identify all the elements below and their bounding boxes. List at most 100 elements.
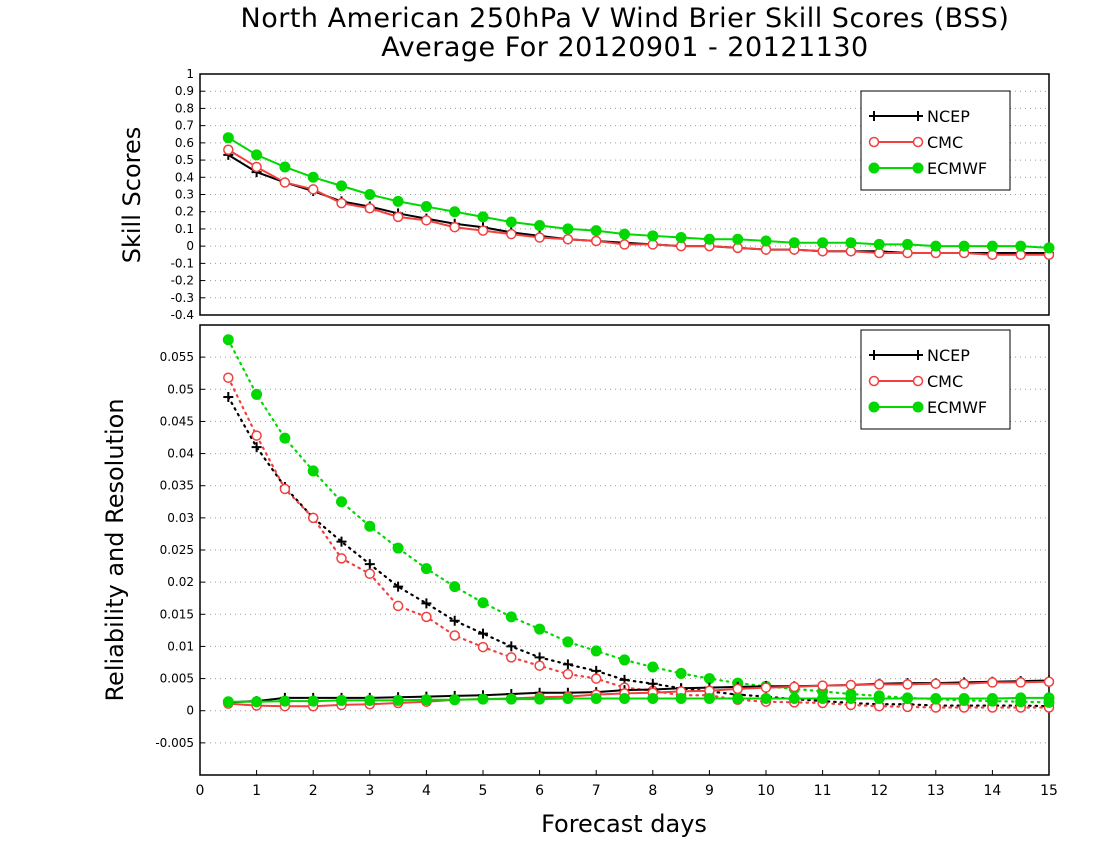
bottom-y-tick-label: 0.045 xyxy=(160,414,194,428)
bottom-point-ecmwf-reliability xyxy=(222,696,234,708)
bottom-point-cmc-reliability xyxy=(732,683,743,695)
top-point-ecmwf xyxy=(986,240,998,252)
top-series-ecmwf xyxy=(222,132,1055,254)
top-plot-frame xyxy=(199,73,1050,316)
top-y-tick-label: -0.1 xyxy=(171,256,194,270)
bottom-point-ecmwf-resolution xyxy=(307,465,319,477)
top-point-cmc xyxy=(590,235,602,247)
bottom-point-cmc-resolution xyxy=(506,652,517,663)
top-legend-marker xyxy=(912,162,924,174)
top-y-tick-label: 0.5 xyxy=(175,153,194,167)
top-legend-marker xyxy=(913,111,923,121)
top-y-tick-label: 0.6 xyxy=(175,136,194,150)
top-point-ecmwf xyxy=(534,219,546,231)
top-point-ecmwf xyxy=(449,206,461,218)
bottom-point-ecmwf-reliability xyxy=(873,693,885,704)
bottom-point-ecmwf-reliability xyxy=(449,694,461,706)
top-legend-entry-cmc: CMC xyxy=(868,133,963,152)
x-tick-label: 10 xyxy=(757,783,775,799)
bottom-y-tick-label: -0.005 xyxy=(155,736,194,750)
bottom-y-tick-label: 0 xyxy=(186,704,194,718)
bottom-point-cmc-resolution xyxy=(279,483,291,495)
bottom-point-cmc-resolution xyxy=(307,512,319,524)
x-tick-label: 13 xyxy=(927,783,945,799)
top-point-ecmwf xyxy=(902,238,913,250)
top-point-ecmwf xyxy=(364,189,376,200)
bottom-y-axis-label: Reliability and Resolution xyxy=(101,398,129,702)
bottom-legend-marker xyxy=(868,375,880,387)
bottom-point-ecmwf-reliability xyxy=(534,693,546,705)
bottom-line-ncep-resolution xyxy=(227,395,1051,708)
bottom-point-ncep-resolution xyxy=(393,581,404,592)
top-y-tick-label: 0.2 xyxy=(175,205,194,219)
bottom-point-ecmwf-resolution xyxy=(336,496,347,508)
x-tick-label: 0 xyxy=(196,783,205,799)
top-y-tick-label: -0.3 xyxy=(171,291,194,305)
bottom-point-ncep-resolution xyxy=(223,392,234,402)
x-tick-label: 3 xyxy=(365,783,374,799)
bottom-point-cmc-resolution xyxy=(392,600,404,612)
top-legend-box xyxy=(860,90,1011,191)
top-point-cmc xyxy=(223,144,234,155)
bottom-point-cmc-resolution xyxy=(590,673,602,684)
bottom-point-ecmwf-reliability xyxy=(732,693,744,704)
bottom-y-tick-label: 0.04 xyxy=(167,447,194,461)
bottom-point-ecmwf-reliability xyxy=(902,693,913,704)
bottom-point-cmc-resolution xyxy=(223,372,234,383)
bottom-point-cmc-reliability xyxy=(958,678,970,689)
top-point-cmc xyxy=(619,239,630,250)
bottom-point-ecmwf-resolution xyxy=(590,645,602,657)
top-legend-entry-ecmwf: ECMWF xyxy=(868,159,987,178)
bottom-point-ecmwf-resolution xyxy=(675,667,687,679)
bottom-legend-marker xyxy=(869,350,879,360)
bottom-point-cmc-reliability xyxy=(987,677,998,688)
bottom-point-ecmwf-reliability xyxy=(1015,692,1027,704)
bottom-point-cmc-resolution xyxy=(421,611,432,623)
bottom-point-ecmwf-reliability xyxy=(760,693,772,704)
top-point-ecmwf xyxy=(873,238,885,250)
bottom-point-cmc-reliability xyxy=(789,681,800,693)
top-y-tick-label: -0.4 xyxy=(171,308,194,322)
top-y-tick-label: 0 xyxy=(186,239,194,253)
bottom-point-cmc-reliability xyxy=(1043,676,1055,688)
top-y-tick-label: 0.4 xyxy=(175,170,194,184)
bottom-point-ecmwf-reliability xyxy=(986,693,998,704)
x-tick-label: 7 xyxy=(592,783,601,799)
top-y-tick-label: 0.7 xyxy=(175,119,194,133)
bottom-y-tick-label: 0.005 xyxy=(160,672,194,686)
bottom-series-ecmwf-reliability xyxy=(222,692,1055,708)
bottom-point-cmc-reliability xyxy=(873,679,885,690)
bottom-point-ecmwf-reliability xyxy=(817,693,829,704)
top-point-ecmwf xyxy=(420,201,432,213)
top-legend-label: ECMWF xyxy=(927,159,987,178)
bottom-legend: NCEP CMC ECMWF xyxy=(860,329,1011,430)
top-y-tick-label: 0.1 xyxy=(175,222,194,236)
bottom-point-ecmwf-resolution xyxy=(449,581,461,593)
bottom-point-ecmwf-reliability xyxy=(251,696,263,708)
top-point-cmc xyxy=(392,211,404,223)
top-point-cmc xyxy=(534,232,545,243)
top-point-cmc xyxy=(251,161,262,173)
bottom-y-tick-label: 0.02 xyxy=(167,575,194,589)
top-y-tick-label: 0.3 xyxy=(175,188,194,202)
top-point-ecmwf xyxy=(1015,240,1027,252)
top-legend-label: NCEP xyxy=(927,107,970,126)
top-point-ecmwf xyxy=(958,240,970,252)
top-point-cmc xyxy=(307,184,319,195)
bottom-point-ecmwf-resolution xyxy=(251,388,263,400)
top-panel: -0.4 -0.3 -0.2 -0.1 0 0.1 0.2 0.3 0.4 0.5 0.6 0.7 0.… xyxy=(171,67,1055,322)
top-point-cmc xyxy=(562,234,574,245)
top-y-tick-label: -0.2 xyxy=(171,274,194,288)
bottom-point-cmc-resolution xyxy=(336,553,347,564)
top-point-cmc xyxy=(421,215,432,226)
top-point-ecmwf xyxy=(703,233,715,245)
chart-title: North American 250hPa V Wind Brier Skill… xyxy=(0,4,1100,62)
x-tick-label: 9 xyxy=(705,783,714,799)
bottom-point-cmc-resolution xyxy=(251,430,262,441)
bottom-point-ecmwf-reliability xyxy=(590,693,602,704)
bottom-point-ecmwf-resolution xyxy=(392,542,404,554)
x-tick-label: 5 xyxy=(479,783,488,799)
bottom-point-ecmwf-reliability xyxy=(647,693,659,704)
bottom-legend-entry-ncep: NCEP xyxy=(869,346,970,365)
bottom-line-ecmwf-resolution xyxy=(227,338,1051,704)
